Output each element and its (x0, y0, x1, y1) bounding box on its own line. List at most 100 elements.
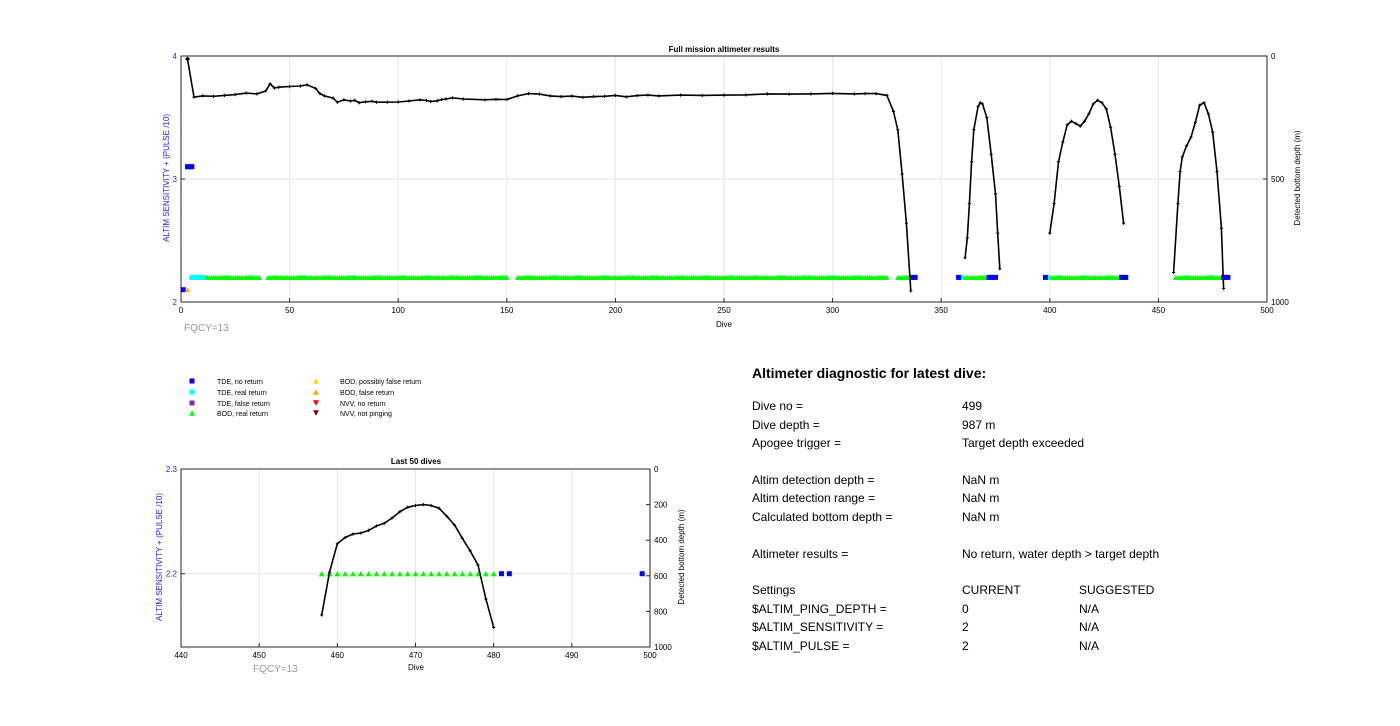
bottom-depth-point (450, 96, 455, 100)
bottom-depth-point (342, 98, 346, 102)
bod-real-return-marker (381, 571, 388, 577)
bottom-depth-point (516, 94, 520, 98)
bottom-depth-point (874, 92, 878, 96)
bottom-depth-point (1109, 125, 1113, 129)
ping-depth-row: $ALTIM_PING_DEPTH = 0 N/A (752, 600, 1352, 619)
bottom-depth-point (980, 102, 985, 106)
bottom-depth-point (505, 97, 509, 102)
bod-real-return-marker (404, 571, 411, 577)
settings-header-row: Settings CURRENT SUGGESTED (752, 581, 1352, 600)
apogee-trigger-value: Target depth exceeded (962, 436, 1085, 451)
bottom-depth-point (1221, 286, 1226, 291)
pulse-row: $ALTIM_PULSE = 2 N/A (752, 637, 1352, 656)
bottom-depth-point (318, 92, 322, 96)
bottom-depth-point (440, 97, 444, 102)
bottom-depth-point (1219, 226, 1223, 230)
dive-number-value: 499 (962, 399, 983, 413)
bottom-depth-point (429, 503, 433, 508)
bottom-depth-point (1189, 135, 1193, 139)
legend-label-tde-false-return: TDE, false return (217, 401, 270, 408)
bottom-depth-point (996, 231, 1000, 235)
bod-real-return-marker (420, 571, 427, 577)
dive-number-label: Dive no = (752, 399, 804, 413)
bottom-depth-point (305, 83, 309, 87)
x-tick-label: 200 (609, 306, 623, 315)
detection-depth-label: Altim detection depth = (752, 472, 875, 487)
tde-real-return-marker (200, 274, 206, 280)
bottom-depth-point (353, 98, 357, 102)
bottom-depth-point (331, 96, 335, 100)
bottom-depth-point (967, 202, 972, 206)
bottom-depth-point (970, 160, 974, 164)
bottom-depth-point (382, 521, 386, 525)
bottom-depth-line (1172, 101, 1225, 289)
bottom-depth-point (592, 94, 596, 99)
x-tick-label: 500 (1260, 306, 1274, 315)
tde-no-return-marker (506, 571, 512, 577)
bottom-depth-point (570, 94, 574, 98)
pulse-current: 2 (962, 638, 969, 653)
ping-depth-current: 0 (962, 601, 969, 616)
bod-real-return-marker (365, 571, 372, 577)
bottom-depth-point (1104, 107, 1108, 111)
bottom-depth-point (909, 289, 913, 293)
bottom-depth-point (1082, 119, 1087, 123)
bod-false-return-marker (184, 287, 191, 293)
bottom-depth-point (602, 94, 607, 98)
legend-marker-3 (189, 410, 195, 416)
bottom-depth-point (1052, 202, 1056, 206)
bottom-depth-point (985, 115, 989, 120)
bottom-depth-point (418, 98, 422, 102)
bottom-depth-point (444, 97, 448, 101)
bottom-depth-point (222, 93, 227, 97)
x-tick-label: 480 (487, 651, 501, 660)
bottom-depth-point (1087, 112, 1091, 116)
x-tick-label: 460 (331, 651, 345, 660)
apogee-trigger-row: Apogee trigger = Target depth exceeded (752, 434, 1352, 453)
x-tick-label: 450 (1152, 306, 1166, 315)
sensitivity-row: $ALTIM_SENSITIVITY = 2 N/A (752, 618, 1352, 637)
bottom-depth-point (1078, 124, 1082, 128)
chart1-y2-label: Detected bottom depth (m) (1293, 130, 1302, 225)
bottom-depth-point (264, 89, 268, 93)
legend-marker-4 (313, 378, 319, 384)
bottom-depth-point (831, 91, 835, 95)
dive-number-row: Dive no = 499 (752, 397, 1352, 416)
bottom-depth-point (896, 128, 900, 132)
bottom-depth-point (581, 95, 585, 99)
bottom-depth-point (201, 94, 205, 98)
bod-real-return-marker (349, 571, 356, 577)
y2-tick-label: 0 (654, 465, 659, 474)
bod-real-return-marker (256, 274, 262, 280)
sensitivity-label: $ALTIM_SENSITIVITY = (752, 620, 884, 635)
bottom-depth-point (1206, 112, 1210, 116)
bottom-depth-point (537, 92, 541, 96)
bottom-depth-point (765, 92, 770, 96)
legend-label-tde-real-return: TDE, real return (217, 390, 267, 397)
y-tick-label: 2 (173, 298, 178, 307)
bottom-depth-point (1061, 140, 1065, 144)
detection-range-row: Altim detection range = NaN m (752, 489, 1352, 508)
bottom-depth-point (1215, 170, 1219, 174)
bod-real-return-marker (443, 571, 450, 577)
bottom-depth-point (277, 85, 281, 89)
x-tick-label: 440 (174, 651, 188, 660)
bottom-depth-point (351, 532, 355, 536)
bottom-depth-point (1198, 103, 1202, 107)
legend-label-tde-no-return: TDE, no return (217, 379, 263, 386)
bottom-depth-point (993, 192, 998, 196)
bod-real-return-marker (482, 571, 489, 577)
y2-tick-label: 1000 (654, 643, 672, 652)
bod-real-return-marker (396, 571, 403, 577)
legend-marker-1 (189, 389, 195, 395)
bottom-depth-point (1176, 202, 1180, 206)
bottom-depth-point (1172, 270, 1176, 275)
bottom-depth-point (809, 92, 813, 96)
legend-label-nvv-not-pinging: NVV, not pinging (340, 411, 392, 418)
bottom-depth-point (335, 100, 339, 104)
bottom-depth-line (1049, 99, 1125, 234)
bod-real-return-marker (318, 571, 325, 577)
bod-real-return-marker (342, 571, 349, 577)
bottom-depth-point (1178, 170, 1182, 174)
